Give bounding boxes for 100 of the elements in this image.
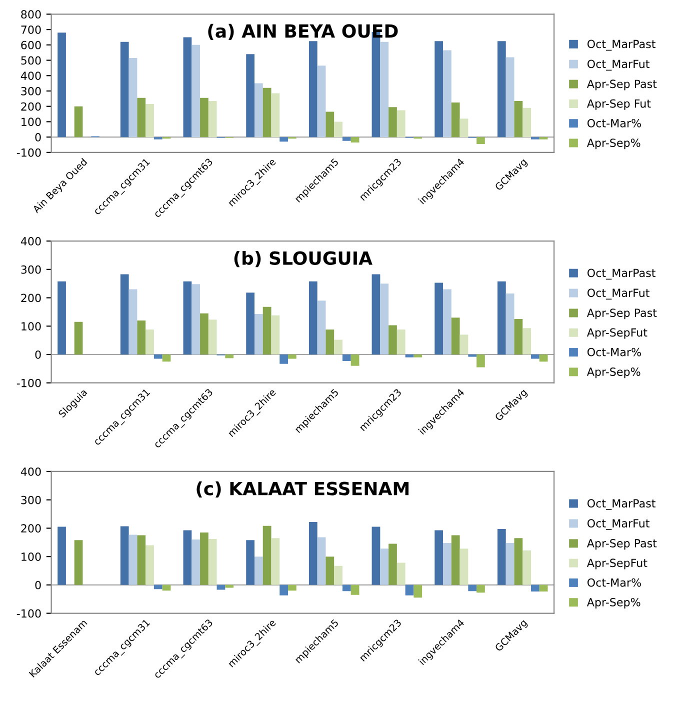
bar: [514, 319, 523, 354]
y-tick-label: 200: [21, 524, 41, 533]
bar: [317, 66, 326, 138]
y-tick-label: -100: [16, 148, 41, 157]
y-tick-label: 400: [20, 72, 41, 80]
y-tick-label: -100: [16, 609, 41, 618]
bar: [128, 289, 138, 354]
bar: [476, 584, 485, 593]
bar: [128, 58, 138, 138]
y-tick-label: 0: [35, 580, 41, 590]
bar: [146, 330, 154, 354]
bar: [137, 98, 146, 138]
bar: [476, 137, 485, 144]
bar: [334, 340, 342, 354]
bar: [208, 538, 217, 585]
bar: [200, 98, 208, 138]
bar: [317, 300, 326, 354]
bar: [497, 281, 506, 354]
y-tick-label: 600: [21, 40, 41, 50]
bar: [200, 313, 208, 354]
y-tick-label: 500: [21, 56, 41, 65]
y-tick-label: 300: [21, 86, 41, 96]
bar: [58, 32, 66, 138]
legend-label: Apr-Sep%: [586, 138, 640, 150]
bar: [120, 42, 129, 138]
bar: [326, 112, 334, 138]
legend-label: Apr-Sep%: [586, 598, 640, 609]
bar: [271, 93, 280, 138]
bar: [531, 584, 540, 592]
bar: [434, 282, 444, 354]
bar: [280, 584, 288, 596]
bar: [334, 566, 342, 585]
legend-label: Apr-Sep Past: [586, 308, 657, 320]
bar: [522, 550, 531, 585]
bar: [200, 532, 208, 585]
bar: [225, 354, 234, 358]
y-tick-label: 700: [21, 26, 41, 34]
legend-label: Oct_MarPast: [587, 40, 656, 51]
bar: [208, 320, 217, 354]
bar: [225, 584, 234, 588]
bar: [183, 37, 192, 138]
bar: [380, 284, 389, 354]
bar: [350, 584, 360, 595]
bar: [262, 526, 272, 585]
bar: [342, 354, 351, 362]
bar: [192, 44, 200, 138]
legend-label: Apr-SepFut: [586, 558, 648, 570]
y-tick-label: 800: [21, 10, 41, 19]
bar: [405, 354, 414, 358]
legend-label: Oct_MarFut: [587, 288, 650, 300]
bar: [308, 41, 318, 138]
bar: [146, 545, 154, 585]
bar: [405, 584, 414, 596]
bar: [350, 137, 360, 142]
bar: [254, 83, 263, 138]
bar: [350, 354, 360, 366]
bar: [162, 584, 171, 591]
y-tick-label: 300: [21, 496, 41, 504]
bar: [74, 106, 83, 138]
bar: [451, 535, 460, 585]
bar: [388, 107, 397, 138]
bar: [262, 88, 272, 138]
bar: [192, 540, 200, 585]
bar: [58, 526, 66, 585]
bar: [388, 325, 397, 354]
bar: [137, 535, 146, 585]
bar: [271, 538, 280, 585]
bar: [443, 289, 452, 354]
bar: [246, 292, 254, 354]
legend-label: Oct_MarFut: [587, 60, 650, 71]
bar: [531, 354, 540, 359]
legend-label: Oct_MarFut: [587, 519, 650, 530]
bar: [460, 334, 468, 354]
bar: [497, 529, 506, 585]
legend-label: Oct_MarPast: [587, 268, 656, 280]
bar: [334, 122, 342, 138]
bar: [246, 540, 254, 585]
legend-label: Apr-Sep Past: [586, 539, 657, 550]
y-tick-label: 200: [21, 294, 41, 302]
bar: [326, 330, 334, 354]
bar: [254, 314, 263, 354]
y-tick-label: 100: [22, 118, 41, 126]
bar: [58, 281, 66, 354]
legend-label: Apr-Sep Fut: [586, 99, 651, 110]
bar: [208, 100, 217, 138]
legend-label: Apr-Sep Past: [586, 80, 657, 90]
bar: [522, 108, 531, 138]
bar: [137, 320, 146, 354]
bar: [372, 274, 380, 354]
bar: [308, 281, 318, 354]
bar: [308, 522, 318, 585]
legend-label: Oct-Mar%: [587, 348, 641, 356]
bar: [460, 118, 468, 138]
bar: [468, 584, 477, 592]
bar: [506, 57, 514, 138]
bar: [154, 584, 162, 590]
chart-title: (b) SLOUGUIA: [234, 250, 372, 268]
y-tick-label: 400: [20, 467, 41, 476]
bar: [317, 537, 326, 585]
y-tick-label: 300: [21, 265, 41, 274]
